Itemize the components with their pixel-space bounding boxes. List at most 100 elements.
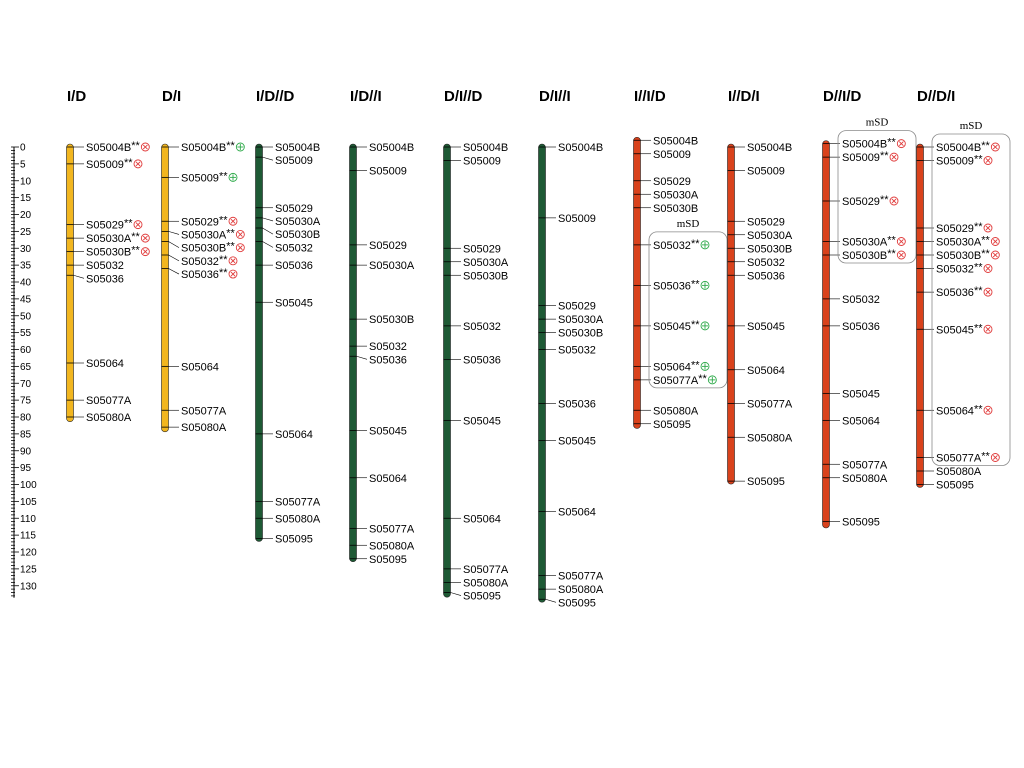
marker-label: S05032 bbox=[86, 260, 124, 272]
significance-stars: ** bbox=[981, 140, 990, 152]
marker-label: S05095 bbox=[653, 419, 691, 431]
marker-label: S05064 bbox=[653, 361, 691, 373]
circle-x-icon bbox=[228, 256, 238, 266]
significance-stars: ** bbox=[219, 170, 228, 182]
significance-stars: ** bbox=[887, 235, 896, 247]
significance-stars: ** bbox=[981, 451, 990, 463]
axis-tick-label: 80 bbox=[20, 413, 32, 424]
circle-x-icon bbox=[133, 220, 143, 230]
marker-connector bbox=[450, 592, 462, 596]
marker-label: S05064 bbox=[936, 405, 974, 417]
group-title: D//I/D bbox=[823, 88, 862, 105]
group-title: I//I/D bbox=[634, 88, 666, 105]
marker-label: S05030B bbox=[86, 247, 131, 259]
marker-label: S05064 bbox=[842, 415, 880, 427]
significance-stars: ** bbox=[131, 245, 140, 257]
significance-stars: ** bbox=[974, 322, 983, 334]
marker-label: S05045 bbox=[369, 426, 407, 438]
circle-x-icon bbox=[896, 250, 906, 260]
marker-label: S05080A bbox=[86, 412, 132, 424]
axis-tick-label: 115 bbox=[20, 531, 36, 542]
significance-stars: ** bbox=[226, 227, 235, 239]
marker-label: S05030B bbox=[842, 250, 887, 262]
chromosome-bar bbox=[66, 143, 74, 422]
circle-x-icon bbox=[228, 216, 238, 226]
marker-connector bbox=[168, 241, 180, 248]
circle-plus-icon bbox=[228, 172, 238, 182]
marker-connector bbox=[545, 598, 557, 603]
marker-label: S05029 bbox=[275, 203, 313, 215]
significance-stars: ** bbox=[974, 403, 983, 415]
marker-label: S05029 bbox=[181, 216, 219, 228]
group-title: I/D//D bbox=[256, 88, 295, 105]
marker-label: S05009 bbox=[181, 172, 219, 184]
marker-label: S05030B bbox=[181, 243, 226, 255]
marker-label: S05030A bbox=[275, 216, 321, 228]
axis-tick-label: 10 bbox=[20, 176, 32, 187]
msd-region-box bbox=[837, 130, 917, 264]
marker-label: S05045 bbox=[558, 436, 596, 448]
marker-label: S05080A bbox=[653, 405, 699, 417]
chromosome-bar bbox=[349, 143, 357, 563]
marker-label: S05080A bbox=[369, 540, 415, 552]
marker-label: S05077A bbox=[747, 399, 793, 411]
circle-x-icon bbox=[983, 287, 993, 297]
marker-connector bbox=[262, 241, 274, 248]
circle-x-icon bbox=[133, 159, 143, 169]
circle-plus-icon bbox=[700, 240, 710, 250]
marker-label: S05030B bbox=[653, 203, 698, 215]
msd-region-box bbox=[648, 231, 728, 389]
axis-tick-label: 85 bbox=[20, 429, 32, 440]
marker-connector bbox=[356, 355, 368, 360]
marker-label: S05030B bbox=[558, 328, 603, 340]
marker-connector bbox=[168, 231, 180, 235]
significance-stars: ** bbox=[226, 241, 235, 253]
msd-region-title: mSD bbox=[677, 218, 700, 230]
marker-label: S05029 bbox=[369, 240, 407, 252]
marker-label: S05036 bbox=[936, 287, 974, 299]
marker-label: S05064 bbox=[86, 358, 124, 370]
circle-plus-icon bbox=[700, 280, 710, 290]
axis-tick-label: 100 bbox=[20, 480, 37, 491]
marker-label: S05036 bbox=[181, 269, 219, 281]
marker-label: S05030A bbox=[86, 233, 132, 245]
marker-label: S05029 bbox=[747, 216, 785, 228]
linkage-group: I/D//DS05004BS05009S05029S05030AS05030BS… bbox=[255, 88, 321, 546]
marker-label: S05004B bbox=[653, 135, 698, 147]
marker-label: S05080A bbox=[936, 466, 982, 478]
circle-x-icon bbox=[140, 233, 150, 243]
marker-label: S05032 bbox=[747, 257, 785, 269]
group-title: D/I//D bbox=[444, 88, 483, 105]
significance-stars: ** bbox=[131, 140, 140, 152]
marker-label: S05030A bbox=[747, 230, 793, 242]
significance-stars: ** bbox=[880, 150, 889, 162]
marker-label: S05004B bbox=[86, 142, 131, 154]
marker-label: S05030B bbox=[936, 250, 981, 262]
axis-tick-label: 120 bbox=[20, 548, 37, 559]
marker-label: S05045 bbox=[653, 321, 691, 333]
marker-label: S05009 bbox=[369, 166, 407, 178]
marker-label: S05030B bbox=[275, 229, 320, 241]
axis-tick-label: 125 bbox=[20, 564, 37, 575]
marker-label: S05036 bbox=[369, 354, 407, 366]
axis-tick-label: 55 bbox=[20, 328, 32, 339]
significance-stars: ** bbox=[691, 359, 700, 371]
axis-tick-label: 25 bbox=[20, 227, 32, 238]
group-title: D/I//I bbox=[539, 88, 571, 105]
marker-connector bbox=[262, 217, 274, 222]
marker-label: S05045 bbox=[463, 415, 501, 427]
marker-label: S05095 bbox=[747, 476, 785, 488]
significance-stars: ** bbox=[124, 218, 133, 230]
marker-label: S05064 bbox=[747, 365, 785, 377]
marker-label: S05077A bbox=[86, 395, 132, 407]
marker-label: S05045 bbox=[747, 321, 785, 333]
significance-stars: ** bbox=[219, 254, 228, 266]
axis-tick-label: 60 bbox=[20, 345, 32, 356]
chromosome-bar bbox=[443, 143, 451, 598]
marker-label: S05077A bbox=[463, 564, 509, 576]
marker-label: S05032 bbox=[842, 294, 880, 306]
